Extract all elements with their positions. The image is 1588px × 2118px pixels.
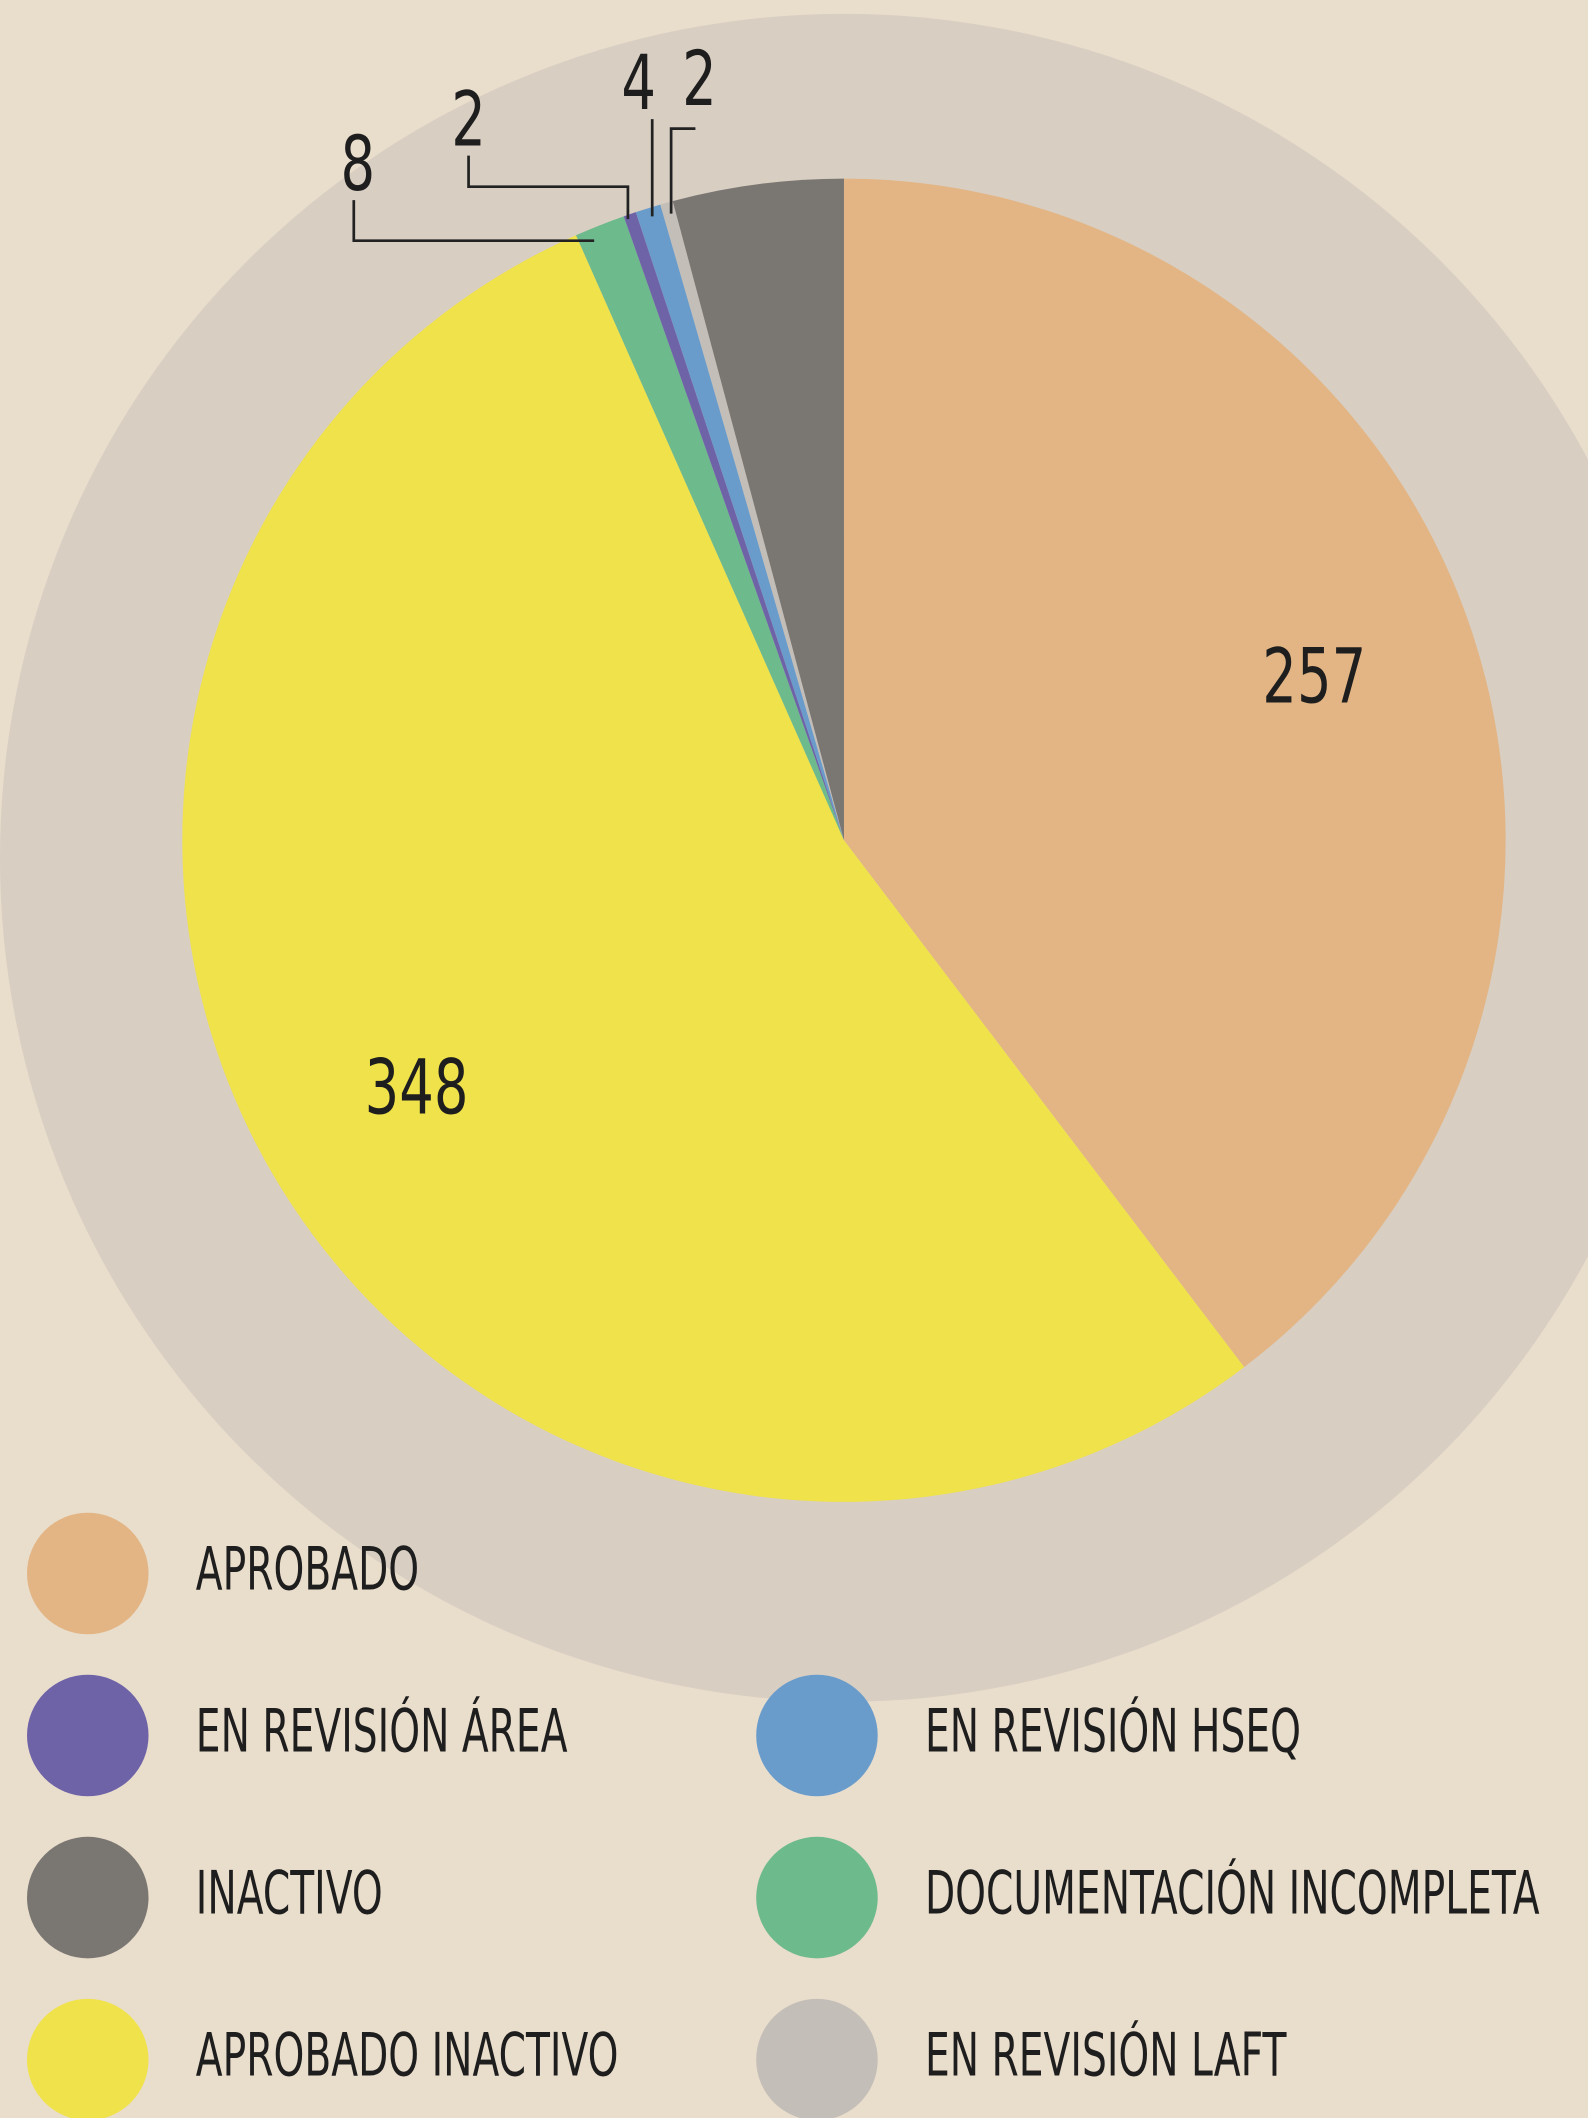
legend-label: EN REVISIÓN LAFT [925,2020,1287,2090]
pie-slice [576,216,844,841]
pie-slice [660,201,844,841]
data-label: 2 [451,75,486,163]
legend-label: DOCUMENTACIÓN INCOMPLETA [925,1858,1540,1928]
legend-swatch [27,1836,149,1959]
legend-swatch [27,1998,149,2118]
pie-slice [635,204,844,841]
leader-line [669,127,696,214]
pie-slice [182,235,1245,1502]
legend-label: INACTIVO [196,1858,383,1928]
legend-swatch [27,1512,149,1635]
leader-line [467,155,630,220]
legend-label: EN REVISIÓN ÁREA [196,1696,568,1766]
data-label: 2 [682,35,717,123]
legend-swatch [756,1998,878,2118]
data-label: 8 [341,120,376,208]
data-label: 348 [365,1043,469,1131]
data-label: 4 [621,39,656,127]
pie-slice [623,212,844,841]
legend-label: APROBADO INACTIVO [196,2020,619,2090]
leader-line [352,200,595,243]
legend-label: APROBADO [196,1534,419,1604]
pie-slice [672,178,844,841]
legend-swatch [27,1674,149,1797]
legend-swatch [756,1836,878,1959]
legend-swatch [756,1674,878,1797]
pie-slice [843,178,1506,1368]
legend-label: EN REVISIÓN HSEQ [925,1696,1301,1766]
data-label: 257 [1262,633,1366,721]
